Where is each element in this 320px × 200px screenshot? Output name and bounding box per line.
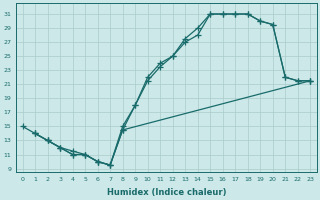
X-axis label: Humidex (Indice chaleur): Humidex (Indice chaleur)	[107, 188, 226, 197]
